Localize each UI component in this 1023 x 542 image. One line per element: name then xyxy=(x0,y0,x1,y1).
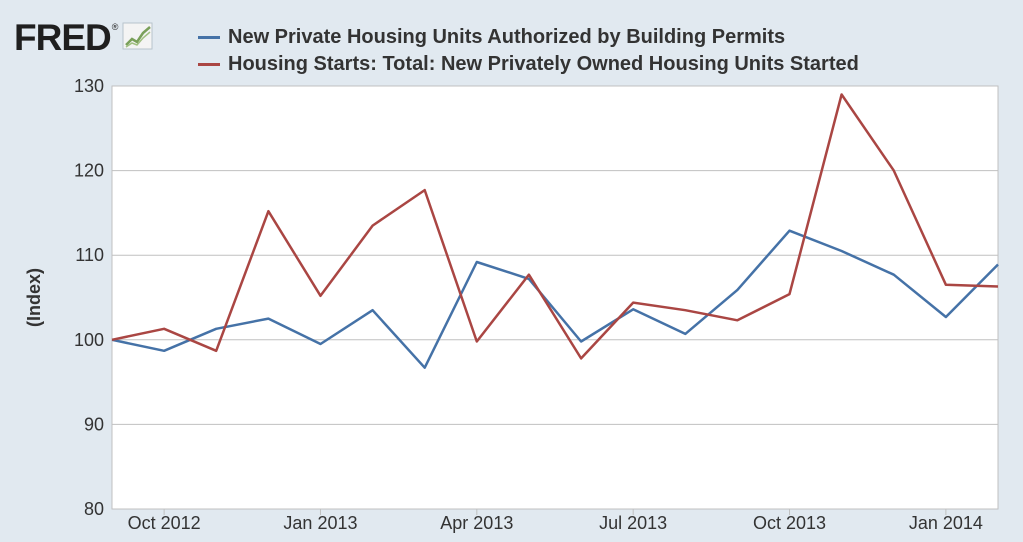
x-axis-ticks xyxy=(163,509,947,515)
x-tick-label-2014-01: Jan 2014 xyxy=(909,513,983,533)
logo-text: FRED xyxy=(14,17,112,58)
plot-area xyxy=(111,85,999,510)
x-tick-label-2013-10: Oct 2013 xyxy=(753,513,826,533)
y-tick-label-80: 80 xyxy=(84,499,104,519)
series-line-starts xyxy=(111,93,999,360)
legend-item-permits[interactable]: New Private Housing Units Authorized by … xyxy=(198,24,859,51)
registered-mark: ® xyxy=(111,22,119,32)
legend-label-starts: Housing Starts: Total: New Privately Own… xyxy=(228,53,859,75)
y-tick-label-100: 100 xyxy=(74,330,104,350)
series-line-permits xyxy=(111,229,999,369)
y-tick-label-90: 90 xyxy=(84,414,104,434)
x-tick-label-2013-07: Jul 2013 xyxy=(599,513,667,533)
line-chart-badge-icon xyxy=(122,22,153,50)
x-tick-label-2013-04: Apr 2013 xyxy=(440,513,513,533)
fred-logo[interactable]: FRED ® xyxy=(14,18,154,58)
legend-item-starts[interactable]: Housing Starts: Total: New Privately Own… xyxy=(198,51,859,78)
y-axis-title: (Index) xyxy=(24,268,44,327)
y-tick-label-130: 130 xyxy=(74,76,104,96)
y-tick-label-120: 120 xyxy=(74,161,104,181)
legend-swatch-starts xyxy=(198,63,220,66)
x-tick-label-2012-10: Oct 2012 xyxy=(128,513,201,533)
y-tick-label-110: 110 xyxy=(75,245,104,265)
chart-header: FRED ® New Private Housing Units Authori… xyxy=(0,0,1023,84)
legend-label-permits: New Private Housing Units Authorized by … xyxy=(228,26,786,48)
y-axis-tick-labels: 80 90 100 110 120 130 xyxy=(74,76,104,519)
x-axis-tick-labels: Oct 2012 Jan 2013 Apr 2013 Jul 2013 Oct 2013… xyxy=(128,513,983,533)
chart-series xyxy=(111,93,999,369)
x-tick-label-2013-01: Jan 2013 xyxy=(283,513,357,533)
legend-swatch-permits xyxy=(198,36,220,39)
chart-legend: New Private Housing Units Authorized by … xyxy=(198,24,859,78)
